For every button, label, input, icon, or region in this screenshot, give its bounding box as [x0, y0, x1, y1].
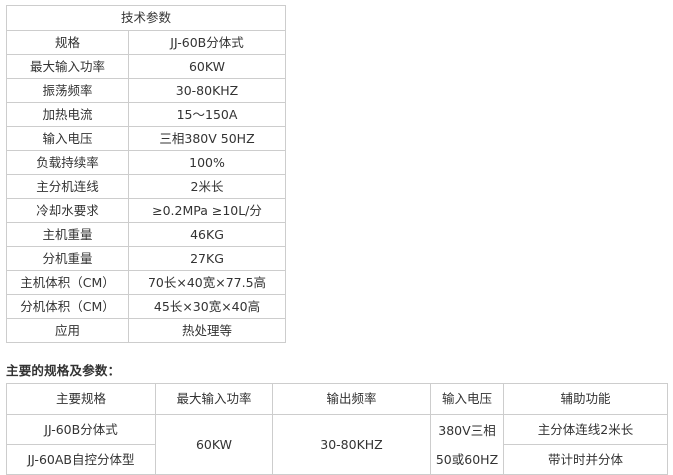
row-label: 加热电流	[6, 102, 129, 127]
row-label: 分机重量	[6, 246, 129, 271]
spec-table-title: 技术参数	[5, 5, 287, 31]
cell-output-frequency: 30-80KHZ	[272, 414, 431, 475]
section-caption: 主要的规格及参数：	[6, 363, 121, 378]
table-row: 加热电流 15～150A	[6, 102, 287, 127]
row-label: 主分机连线	[6, 174, 129, 199]
row-value: 45长×30宽×40高	[127, 294, 287, 319]
row-label: 应用	[6, 318, 129, 343]
row-value: 30-80KHZ	[127, 78, 287, 103]
column-header-model: 主要规格	[6, 383, 156, 415]
row-label: 冷却水要求	[6, 198, 129, 223]
table-row: 负载持续率 100%	[6, 150, 287, 175]
table-row: 分机体积（CM） 45长×30宽×40高	[6, 294, 287, 319]
cell-input-voltage: 380V三相 50或60HZ	[430, 414, 504, 475]
row-label: 负载持续率	[6, 150, 129, 175]
table-header-row: 技术参数	[5, 5, 287, 31]
table-row: JJ-60AB自控分体型 带计时并分体	[6, 444, 668, 475]
row-value: 46KG	[127, 222, 287, 247]
row-value: JJ-60B分体式	[127, 30, 287, 55]
column-header-aux-function: 辅助功能	[503, 383, 668, 415]
row-value: 15～150A	[127, 102, 287, 127]
cell-model: JJ-60AB自控分体型	[6, 444, 156, 475]
table-row: 规格 JJ-60B分体式	[6, 30, 287, 55]
row-value: 100%	[127, 150, 287, 175]
table-header-row: 主要规格 最大输入功率 输出频率 输入电压 辅助功能	[6, 383, 668, 415]
table-row: 分机重量 27KG	[6, 246, 287, 271]
row-value: 三相380V 50HZ	[127, 126, 287, 151]
row-value: ≥0.2MPa ≥10L/分	[127, 198, 287, 223]
table-row: 主分机连线 2米长	[6, 174, 287, 199]
column-header-input-voltage: 输入电压	[430, 383, 504, 415]
row-label: 最大输入功率	[6, 54, 129, 79]
table-row: 最大输入功率 60KW	[6, 54, 287, 79]
column-header-max-input-power: 最大输入功率	[155, 383, 273, 415]
cell-max-input-power: 60KW	[155, 414, 273, 475]
row-label: 输入电压	[6, 126, 129, 151]
cell-aux-function: 主分体连线2米长	[503, 414, 668, 445]
row-value: 70长×40宽×77.5高	[127, 270, 287, 295]
cell-model: JJ-60B分体式	[6, 414, 156, 445]
technical-parameters-table: 技术参数 规格 JJ-60B分体式 最大输入功率 60KW 振荡频率 30-80…	[5, 5, 287, 343]
table-row: 主机体积（CM） 70长×40宽×77.5高	[6, 270, 287, 295]
row-label: 规格	[6, 30, 129, 55]
row-value: 27KG	[127, 246, 287, 271]
main-specifications-table: 主要规格 最大输入功率 输出频率 输入电压 辅助功能 JJ-60B分体式 60K…	[6, 383, 668, 475]
table-row: JJ-60B分体式 60KW 30-80KHZ 380V三相 50或60HZ 主分…	[6, 414, 668, 475]
row-value: 2米长	[127, 174, 287, 199]
row-value: 热处理等	[127, 318, 287, 343]
row-label: 分机体积（CM）	[6, 294, 129, 319]
table-row: 应用 热处理等	[6, 318, 287, 343]
row-label: 主机体积（CM）	[6, 270, 129, 295]
cell-aux-function: 带计时并分体	[503, 444, 668, 475]
row-label: 主机重量	[6, 222, 129, 247]
table-row: 输入电压 三相380V 50HZ	[6, 126, 287, 151]
table-row: 主机重量 46KG	[6, 222, 287, 247]
row-label: 振荡频率	[6, 78, 129, 103]
table-row: 振荡频率 30-80KHZ	[6, 78, 287, 103]
table-row: 冷却水要求 ≥0.2MPa ≥10L/分	[6, 198, 287, 223]
column-header-output-frequency: 输出频率	[272, 383, 431, 415]
row-value: 60KW	[127, 54, 287, 79]
